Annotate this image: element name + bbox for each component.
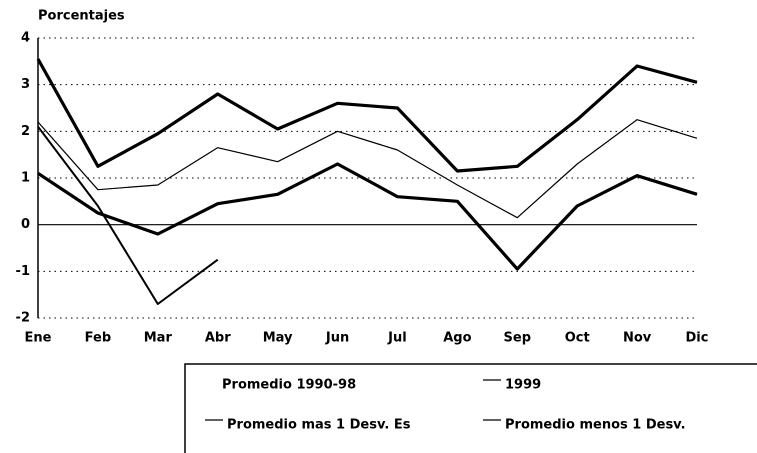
legend-box	[184, 363, 757, 453]
legend-label: Promedio mas 1 Desv. Es	[227, 418, 411, 433]
x-tick-label: Feb	[85, 331, 111, 346]
legend-label: Promedio 1990-98	[222, 378, 356, 393]
x-tick-label: Jul	[387, 331, 407, 346]
y-tick-label: -1	[16, 264, 30, 279]
y-tick-label: -2	[16, 311, 30, 326]
x-tick-label: Sep	[504, 331, 532, 346]
series-line	[37, 162, 698, 271]
series-line	[36, 58, 698, 173]
x-tick-label: Jun	[325, 331, 349, 346]
y-tick-label: 0	[21, 217, 30, 232]
x-tick-label: Abr	[205, 331, 231, 346]
legend-label: 1999	[505, 378, 541, 393]
y-tick-label: 4	[21, 31, 30, 46]
x-tick-label: May	[263, 331, 293, 346]
series-line	[37, 119, 698, 219]
x-tick-label: Dic	[686, 331, 709, 346]
x-tick-label: Ene	[25, 331, 52, 346]
y-tick-label: 2	[21, 124, 30, 139]
legend-label: Promedio menos 1 Desv.	[505, 418, 686, 433]
series-line	[37, 126, 219, 305]
y-axis-label: Porcentajes	[38, 9, 125, 24]
x-tick-label: Oct	[565, 331, 590, 346]
x-tick-label: Ago	[443, 331, 471, 346]
y-tick-label: 3	[21, 77, 30, 92]
x-tick-label: Nov	[623, 331, 652, 346]
x-tick-label: Mar	[144, 331, 173, 346]
y-tick-label: 1	[21, 171, 30, 186]
